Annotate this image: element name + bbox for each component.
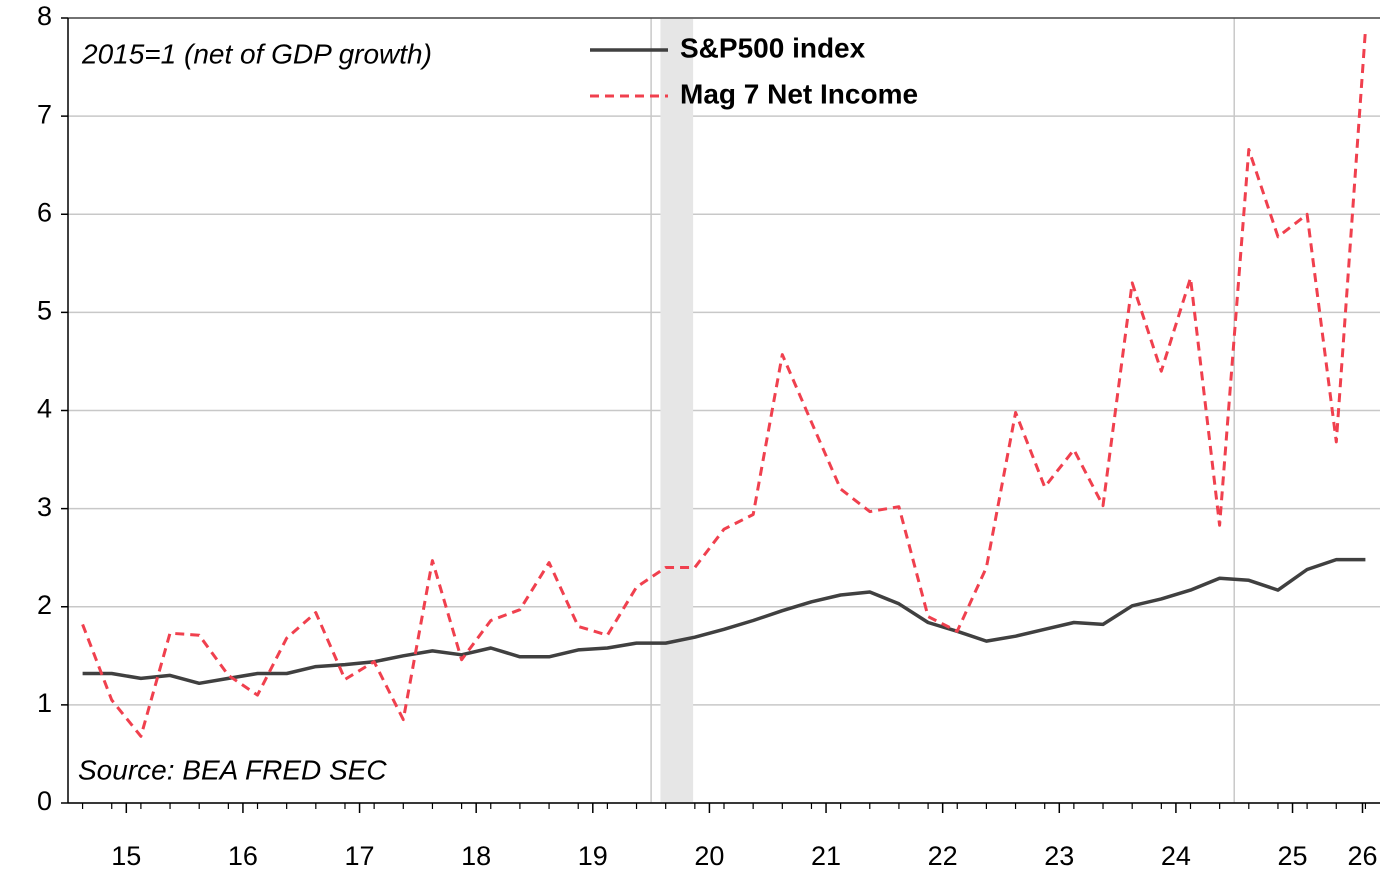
y-tick-label: 7 — [37, 99, 52, 129]
x-tick-label: 19 — [578, 841, 608, 871]
y-tick-label: 1 — [37, 688, 52, 718]
x-tick-label: 18 — [461, 841, 491, 871]
x-tick-label: 21 — [811, 841, 841, 871]
y-tick-label: 8 — [37, 1, 52, 31]
x-tick-label: 26 — [1347, 841, 1377, 871]
annotation: Source: BEA FRED SEC — [78, 754, 387, 785]
x-tick-label: 23 — [1044, 841, 1074, 871]
legend-label: S&P500 index — [680, 32, 866, 63]
x-tick-label: 24 — [1161, 841, 1191, 871]
series-line — [82, 557, 1366, 686]
y-tick-label: 3 — [37, 492, 52, 522]
shaded-band — [660, 18, 694, 803]
x-tick-label: 15 — [111, 841, 141, 871]
y-tick-label: 0 — [37, 786, 52, 816]
x-tick-label: 16 — [228, 841, 258, 871]
x-tick-label: 22 — [928, 841, 958, 871]
y-tick-label: 6 — [37, 197, 52, 227]
annotation: 2015=1 (net of GDP growth) — [81, 38, 432, 69]
x-tick-label: 25 — [1278, 841, 1308, 871]
x-tick-label: 20 — [694, 841, 724, 871]
x-tick-label: 17 — [345, 841, 375, 871]
legend-label: Mag 7 Net Income — [680, 78, 918, 109]
y-tick-label: 2 — [37, 590, 52, 620]
y-tick-label: 4 — [37, 394, 52, 424]
y-tick-label: 5 — [37, 296, 52, 326]
series-line — [81, 30, 1367, 738]
